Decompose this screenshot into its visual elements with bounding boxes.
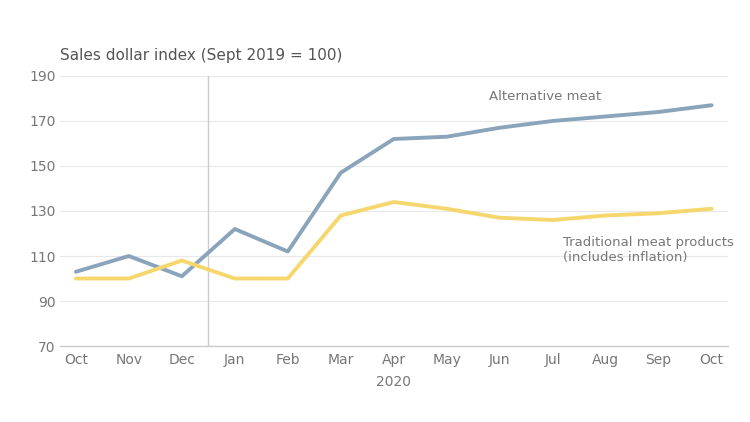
Text: Sales dollar index (Sept 2019 = 100): Sales dollar index (Sept 2019 = 100) [60, 48, 342, 63]
Text: Traditional meat products
(includes inflation): Traditional meat products (includes infl… [563, 236, 734, 264]
X-axis label: 2020: 2020 [376, 375, 411, 390]
Text: Alternative meat: Alternative meat [489, 90, 602, 103]
